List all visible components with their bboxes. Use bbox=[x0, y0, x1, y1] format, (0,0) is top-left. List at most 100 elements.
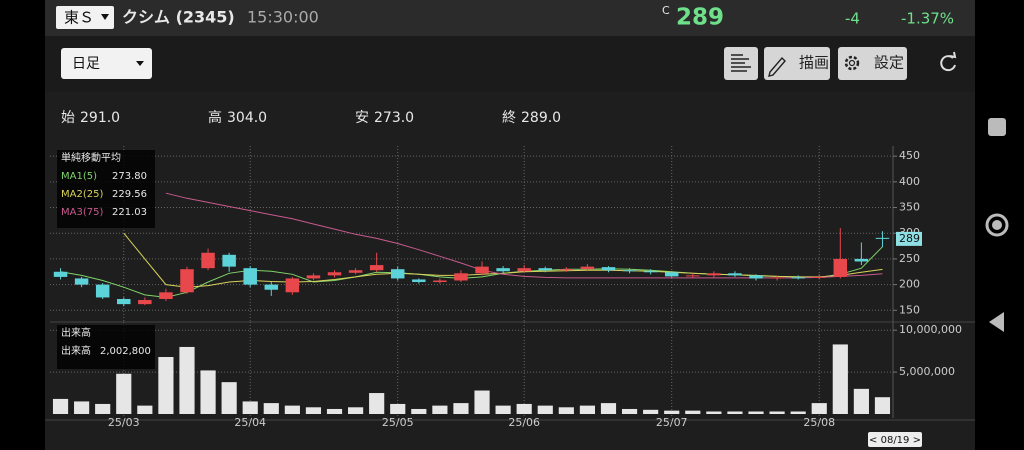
candle-body bbox=[53, 271, 68, 277]
price-flag: C bbox=[662, 4, 670, 17]
x-tick-label: 25/05 bbox=[382, 416, 414, 429]
candle-body bbox=[327, 272, 342, 276]
volume-bar bbox=[706, 411, 722, 414]
legend-name: MA2(25) bbox=[61, 189, 103, 200]
candle-body bbox=[496, 268, 510, 272]
gear-icon bbox=[848, 59, 856, 67]
candle-body bbox=[285, 278, 300, 293]
volume-bar bbox=[326, 408, 343, 414]
legend-title: 出来高 bbox=[61, 326, 91, 339]
nav-home bbox=[992, 220, 1002, 230]
volume-bar bbox=[137, 405, 153, 414]
legend-value: 273.80 bbox=[112, 171, 147, 182]
draw-button[interactable] bbox=[764, 47, 830, 80]
volume-bar bbox=[874, 397, 891, 414]
y-tick-label: 150 bbox=[899, 303, 920, 316]
volume-bar bbox=[579, 405, 595, 414]
candle-body bbox=[390, 269, 405, 279]
summary-value: 304.0 bbox=[227, 110, 267, 126]
price: 289 bbox=[676, 5, 724, 31]
volume-bar bbox=[811, 403, 827, 414]
candle-body bbox=[791, 277, 805, 279]
settings-label: 設定 bbox=[874, 54, 904, 72]
x-tick-label: 25/03 bbox=[108, 416, 140, 429]
summary-label: 高 bbox=[208, 109, 222, 126]
volume-bar bbox=[242, 401, 258, 414]
volume-bar bbox=[516, 403, 532, 414]
refresh-icon[interactable] bbox=[940, 55, 956, 72]
volume-bar bbox=[621, 408, 638, 414]
volume-bar bbox=[769, 411, 785, 414]
legend-box bbox=[57, 325, 155, 369]
draw-label: 描画 bbox=[799, 54, 829, 72]
volume-bar bbox=[200, 370, 216, 414]
candle-body bbox=[454, 273, 468, 281]
x-tick-label: 25/08 bbox=[803, 416, 835, 429]
volume-bar bbox=[727, 411, 743, 414]
volume-bar bbox=[116, 373, 132, 414]
legend-name: MA1(5) bbox=[61, 171, 97, 182]
candle-body bbox=[601, 267, 616, 271]
market: 東Ｓ bbox=[64, 9, 94, 27]
nav-recent[interactable] bbox=[988, 118, 1006, 136]
candle-body bbox=[622, 270, 637, 272]
candle-body bbox=[664, 272, 679, 277]
legend-box bbox=[57, 150, 155, 228]
period-select[interactable] bbox=[61, 48, 152, 79]
date-tag bbox=[868, 432, 922, 447]
candle-body bbox=[369, 265, 384, 271]
change: -4 bbox=[845, 10, 860, 28]
candle-body bbox=[138, 300, 152, 305]
candle-body bbox=[770, 277, 784, 279]
y-tick-label: 10,000,000 bbox=[899, 323, 962, 336]
legend-name: 出来高 bbox=[61, 344, 91, 357]
volume-bar bbox=[643, 409, 659, 414]
toolbar bbox=[45, 36, 975, 92]
candle-body bbox=[95, 284, 110, 298]
volume-bar bbox=[853, 388, 869, 414]
gear-icon bbox=[844, 55, 860, 71]
pencil-icon bbox=[768, 56, 786, 77]
volume-bar bbox=[95, 403, 111, 414]
summary-value: 289.0 bbox=[521, 110, 561, 126]
volume-bar bbox=[369, 393, 385, 414]
x-tick-label: 25/07 bbox=[656, 416, 688, 429]
candle-body bbox=[433, 280, 447, 283]
volume-bar bbox=[748, 411, 764, 414]
volume-bar bbox=[305, 407, 322, 414]
change-pct: -1.37% bbox=[901, 10, 954, 28]
nav-home[interactable] bbox=[985, 213, 1009, 237]
volume-bar bbox=[432, 405, 448, 414]
price-tag-label: 289 bbox=[899, 232, 920, 245]
y-tick-label: 5,000,000 bbox=[899, 365, 955, 378]
x-tick-label: 25/04 bbox=[234, 416, 266, 429]
candle-body bbox=[159, 292, 173, 299]
candle-body bbox=[201, 252, 215, 269]
volume-bar bbox=[832, 344, 848, 414]
candle-body bbox=[243, 268, 257, 285]
volume-bar bbox=[558, 407, 574, 414]
legend-title: 単純移動平均 bbox=[61, 151, 121, 164]
market-select[interactable] bbox=[56, 6, 114, 29]
candle-body bbox=[222, 254, 236, 267]
candle-body bbox=[580, 266, 595, 270]
price-tag bbox=[896, 231, 922, 246]
time: 15:30:00 bbox=[247, 8, 319, 27]
dropdown-arrow bbox=[136, 61, 144, 66]
volume-bar bbox=[74, 401, 90, 414]
volume-bar bbox=[600, 403, 617, 414]
candle-body bbox=[180, 269, 194, 293]
candle-body bbox=[812, 276, 826, 278]
summary-label: 終 bbox=[502, 110, 516, 126]
settings-button[interactable] bbox=[838, 47, 907, 80]
legend-value: 2,002,800 bbox=[100, 346, 151, 357]
candle-body bbox=[686, 275, 700, 277]
chart-panel bbox=[45, 92, 975, 450]
candle-body bbox=[74, 278, 89, 285]
volume-bar bbox=[179, 346, 195, 414]
legend-value: 221.03 bbox=[112, 207, 147, 218]
candle-body bbox=[643, 271, 658, 273]
nav-back[interactable] bbox=[989, 312, 1004, 332]
candle-body bbox=[538, 268, 553, 271]
